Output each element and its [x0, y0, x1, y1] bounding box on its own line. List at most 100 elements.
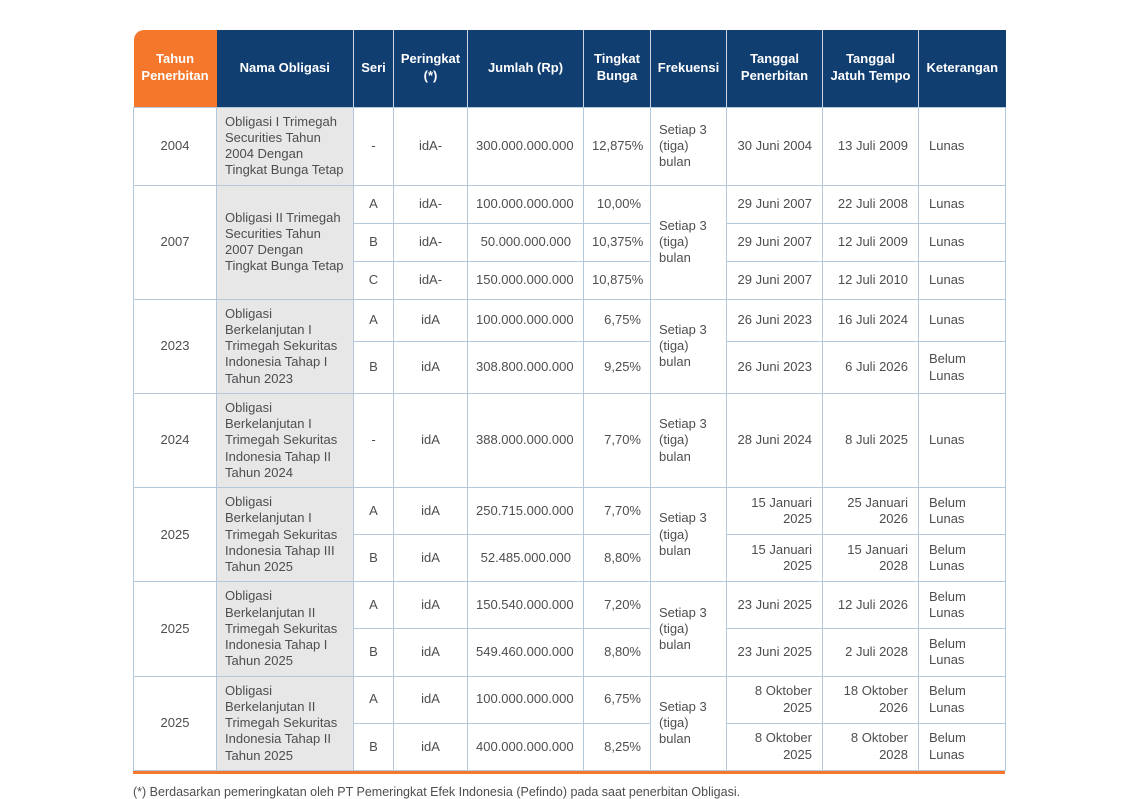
frequency-cell: Setiap 3 (tiga) bulan [650, 392, 727, 489]
year-cell: 2025 [133, 675, 217, 771]
amount-cell: 400.000.000.000 [467, 722, 584, 771]
amount-cell: 52.485.000.000 [467, 534, 584, 583]
year-cell: 2007 [133, 184, 217, 300]
interest-rate-cell: 7,70% [583, 392, 651, 489]
series-cell: B [353, 628, 394, 677]
frequency-cell: Setiap 3 (tiga) bulan [650, 106, 727, 186]
column-header-name: Nama Obligasi [216, 30, 354, 107]
maturity-date-cell: 18 Oktober 2026 [822, 675, 919, 724]
interest-rate-cell: 12,875% [583, 106, 651, 186]
series-cell: - [353, 106, 394, 186]
maturity-date-cell: 12 Juli 2010 [822, 260, 919, 300]
column-header-maturity-date: Tanggal Jatuh Tempo [822, 30, 919, 107]
amount-cell: 100.000.000.000 [467, 298, 584, 343]
amount-cell: 150.540.000.000 [467, 581, 584, 630]
year-cell: 2025 [133, 581, 217, 677]
table-row: 2007 Obligasi II Trimegah Securities Tahu… [133, 184, 1006, 300]
amount-cell: 100.000.000.000 [467, 184, 584, 224]
interest-rate-cell: 8,80% [583, 628, 651, 677]
rating-cell: idA- [393, 260, 468, 300]
maturity-date-cell: 2 Juli 2028 [822, 628, 919, 677]
column-header-series: Seri [353, 30, 394, 107]
maturity-date-cell: 8 Juli 2025 [822, 392, 919, 489]
table-row: 2004 Obligasi I Trimegah Securities Tahun… [133, 106, 1006, 186]
table-row: 2025 Obligasi Berkelanjutan I Trimegah Se… [133, 486, 1006, 583]
table-row: 2025 Obligasi Berkelanjutan II Trimegah S… [133, 675, 1006, 771]
rating-cell: idA- [393, 106, 468, 186]
issue-date-cell: 29 Juni 2007 [726, 260, 823, 300]
maturity-date-cell: 12 Juli 2026 [822, 581, 919, 630]
table-header: Tahun Penerbitan Nama Obligasi Seri Peri… [133, 30, 1006, 107]
frequency-cell: Setiap 3 (tiga) bulan [650, 184, 727, 300]
status-cell: Belum Lunas [918, 341, 1006, 394]
bond-name-cell: Obligasi I Trimegah Securities Tahun 200… [216, 106, 354, 186]
interest-rate-cell: 8,80% [583, 534, 651, 583]
issue-date-cell: 23 Juni 2025 [726, 628, 823, 677]
interest-rate-cell: 10,00% [583, 184, 651, 224]
frequency-cell: Setiap 3 (tiga) bulan [650, 298, 727, 394]
series-cell: A [353, 675, 394, 724]
year-cell: 2025 [133, 486, 217, 583]
rating-cell: idA- [393, 184, 468, 224]
rating-cell: idA [393, 341, 468, 394]
issue-date-cell: 15 Januari 2025 [726, 534, 823, 583]
status-cell: Belum Lunas [918, 486, 1006, 536]
series-cell: B [353, 222, 394, 262]
bond-name-cell: Obligasi II Trimegah Securities Tahun 20… [216, 184, 354, 300]
frequency-cell: Setiap 3 (tiga) bulan [650, 581, 727, 677]
series-cell: C [353, 260, 394, 300]
rating-cell: idA [393, 581, 468, 630]
maturity-date-cell: 22 Juli 2008 [822, 184, 919, 224]
status-cell: Lunas [918, 222, 1006, 262]
series-cell: A [353, 486, 394, 536]
interest-rate-cell: 9,25% [583, 341, 651, 394]
bond-name-cell: Obligasi Berkelanjutan II Trimegah Sekur… [216, 675, 354, 771]
interest-rate-cell: 7,70% [583, 486, 651, 536]
status-cell: Belum Lunas [918, 581, 1006, 630]
year-cell: 2023 [133, 298, 217, 394]
issue-date-cell: 26 Juni 2023 [726, 341, 823, 394]
column-header-issue-date: Tanggal Penerbitan [726, 30, 823, 107]
interest-rate-cell: 6,75% [583, 298, 651, 343]
issue-date-cell: 28 Juni 2024 [726, 392, 823, 489]
bond-name-cell: Obligasi Berkelanjutan I Trimegah Sekuri… [216, 298, 354, 394]
interest-rate-cell: 10,375% [583, 222, 651, 262]
amount-cell: 549.460.000.000 [467, 628, 584, 677]
frequency-cell: Setiap 3 (tiga) bulan [650, 675, 727, 771]
rating-cell: idA [393, 628, 468, 677]
bond-table-section: Tahun Penerbitan Nama Obligasi Seri Peri… [133, 30, 1006, 799]
rating-cell: idA- [393, 222, 468, 262]
amount-cell: 100.000.000.000 [467, 675, 584, 724]
bond-name-cell: Obligasi Berkelanjutan II Trimegah Sekur… [216, 581, 354, 677]
maturity-date-cell: 8 Oktober 2028 [822, 722, 919, 771]
status-cell: Lunas [918, 260, 1006, 300]
issue-date-cell: 29 Juni 2007 [726, 184, 823, 224]
column-header-year: Tahun Penerbitan [133, 30, 217, 107]
column-header-amount: Jumlah (Rp) [467, 30, 584, 107]
column-header-rate: Tingkat Bunga [583, 30, 651, 107]
column-header-status: Keterangan [918, 30, 1006, 107]
maturity-date-cell: 25 Januari 2026 [822, 486, 919, 536]
rating-cell: idA [393, 675, 468, 724]
status-cell: Lunas [918, 106, 1006, 186]
bonds-table: Tahun Penerbitan Nama Obligasi Seri Peri… [133, 30, 1006, 771]
series-cell: A [353, 581, 394, 630]
year-cell: 2024 [133, 392, 217, 489]
status-cell: Belum Lunas [918, 628, 1006, 677]
maturity-date-cell: 12 Juli 2009 [822, 222, 919, 262]
status-cell: Belum Lunas [918, 722, 1006, 771]
interest-rate-cell: 10,875% [583, 260, 651, 300]
bond-name-cell: Obligasi Berkelanjutan I Trimegah Sekuri… [216, 486, 354, 583]
rating-cell: idA [393, 486, 468, 536]
issue-date-cell: 23 Juni 2025 [726, 581, 823, 630]
column-header-frequency: Frekuensi [650, 30, 727, 107]
header-row: Tahun Penerbitan Nama Obligasi Seri Peri… [133, 30, 1006, 107]
issue-date-cell: 15 Januari 2025 [726, 486, 823, 536]
frequency-cell: Setiap 3 (tiga) bulan [650, 486, 727, 583]
amount-cell: 308.800.000.000 [467, 341, 584, 394]
amount-cell: 300.000.000.000 [467, 106, 584, 186]
issue-date-cell: 29 Juni 2007 [726, 222, 823, 262]
